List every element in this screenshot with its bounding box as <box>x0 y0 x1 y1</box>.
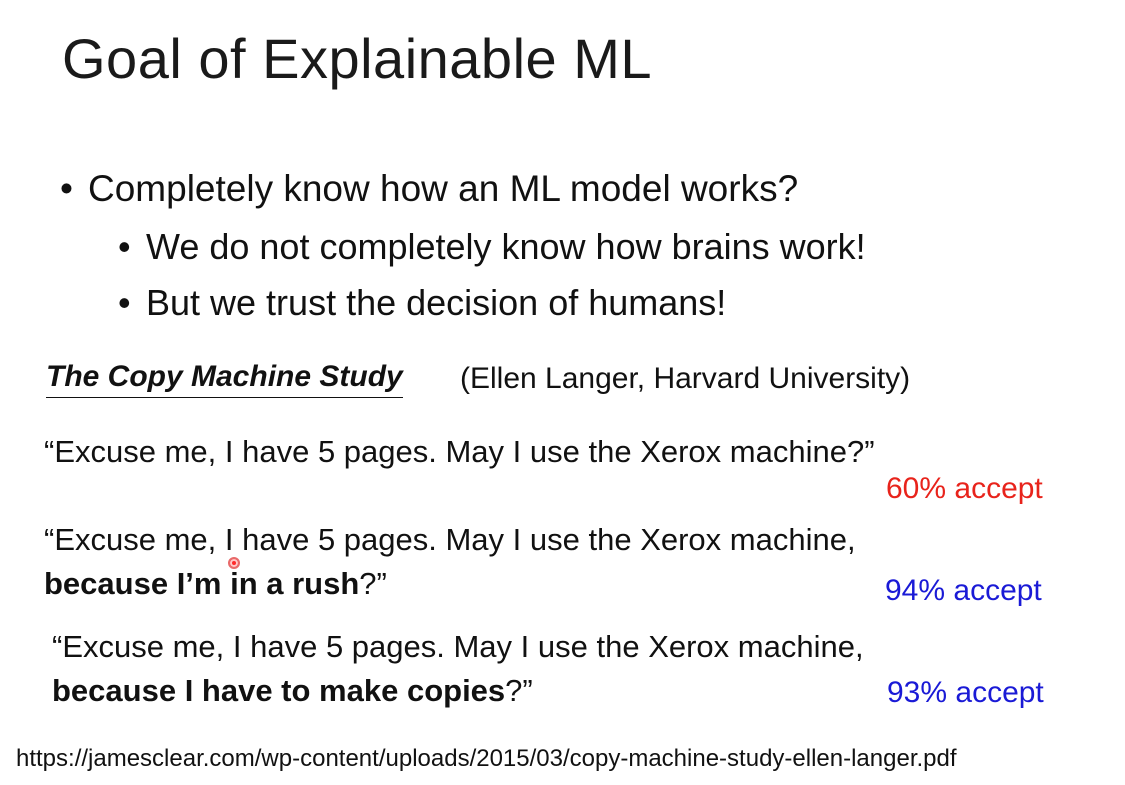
bullet-main: • Completely know how an ML model works? <box>60 168 798 210</box>
source-url[interactable]: https://jamesclear.com/wp-content/upload… <box>16 745 957 772</box>
accept-rate-3: 93% accept <box>887 676 1044 709</box>
quote-3: “Excuse me, I have 5 pages. May I use th… <box>52 625 864 713</box>
quote-2-line1: “Excuse me, I have 5 pages. May I use th… <box>44 522 856 557</box>
bullet-sub-1-text: We do not completely know how brains wor… <box>146 226 866 267</box>
slide-title: Goal of Explainable ML <box>62 27 653 90</box>
quote-3-line1: “Excuse me, I have 5 pages. May I use th… <box>52 629 864 664</box>
bullet-dot: • <box>118 226 131 267</box>
bullet-dot: • <box>118 282 131 323</box>
bullet-sub-2-text: But we trust the decision of humans! <box>146 282 727 323</box>
bullet-main-text: Completely know how an ML model works? <box>88 168 799 209</box>
quote-1: “Excuse me, I have 5 pages. May I use th… <box>44 430 875 474</box>
quote-2: “Excuse me, I have 5 pages. May I use th… <box>44 518 856 606</box>
bullet-sub-2: • But we trust the decision of humans! <box>118 282 726 324</box>
bullet-sub-1: • We do not completely know how brains wo… <box>118 226 866 268</box>
study-source: (Ellen Langer, Harvard University) <box>460 362 911 395</box>
quote-2-tail: ?” <box>359 566 387 601</box>
laser-pointer-cursor <box>228 557 240 569</box>
study-title: The Copy Machine Study <box>46 360 403 398</box>
accept-rate-1: 60% accept <box>886 472 1043 505</box>
quote-1-text: “Excuse me, I have 5 pages. May I use th… <box>44 434 875 469</box>
quote-3-reason: because I have to make copies <box>52 673 506 708</box>
accept-rate-2: 94% accept <box>885 574 1042 607</box>
quote-2-reason: because I’m in a rush <box>44 566 360 601</box>
quote-3-tail: ?” <box>505 673 533 708</box>
bullet-dot: • <box>60 168 73 209</box>
